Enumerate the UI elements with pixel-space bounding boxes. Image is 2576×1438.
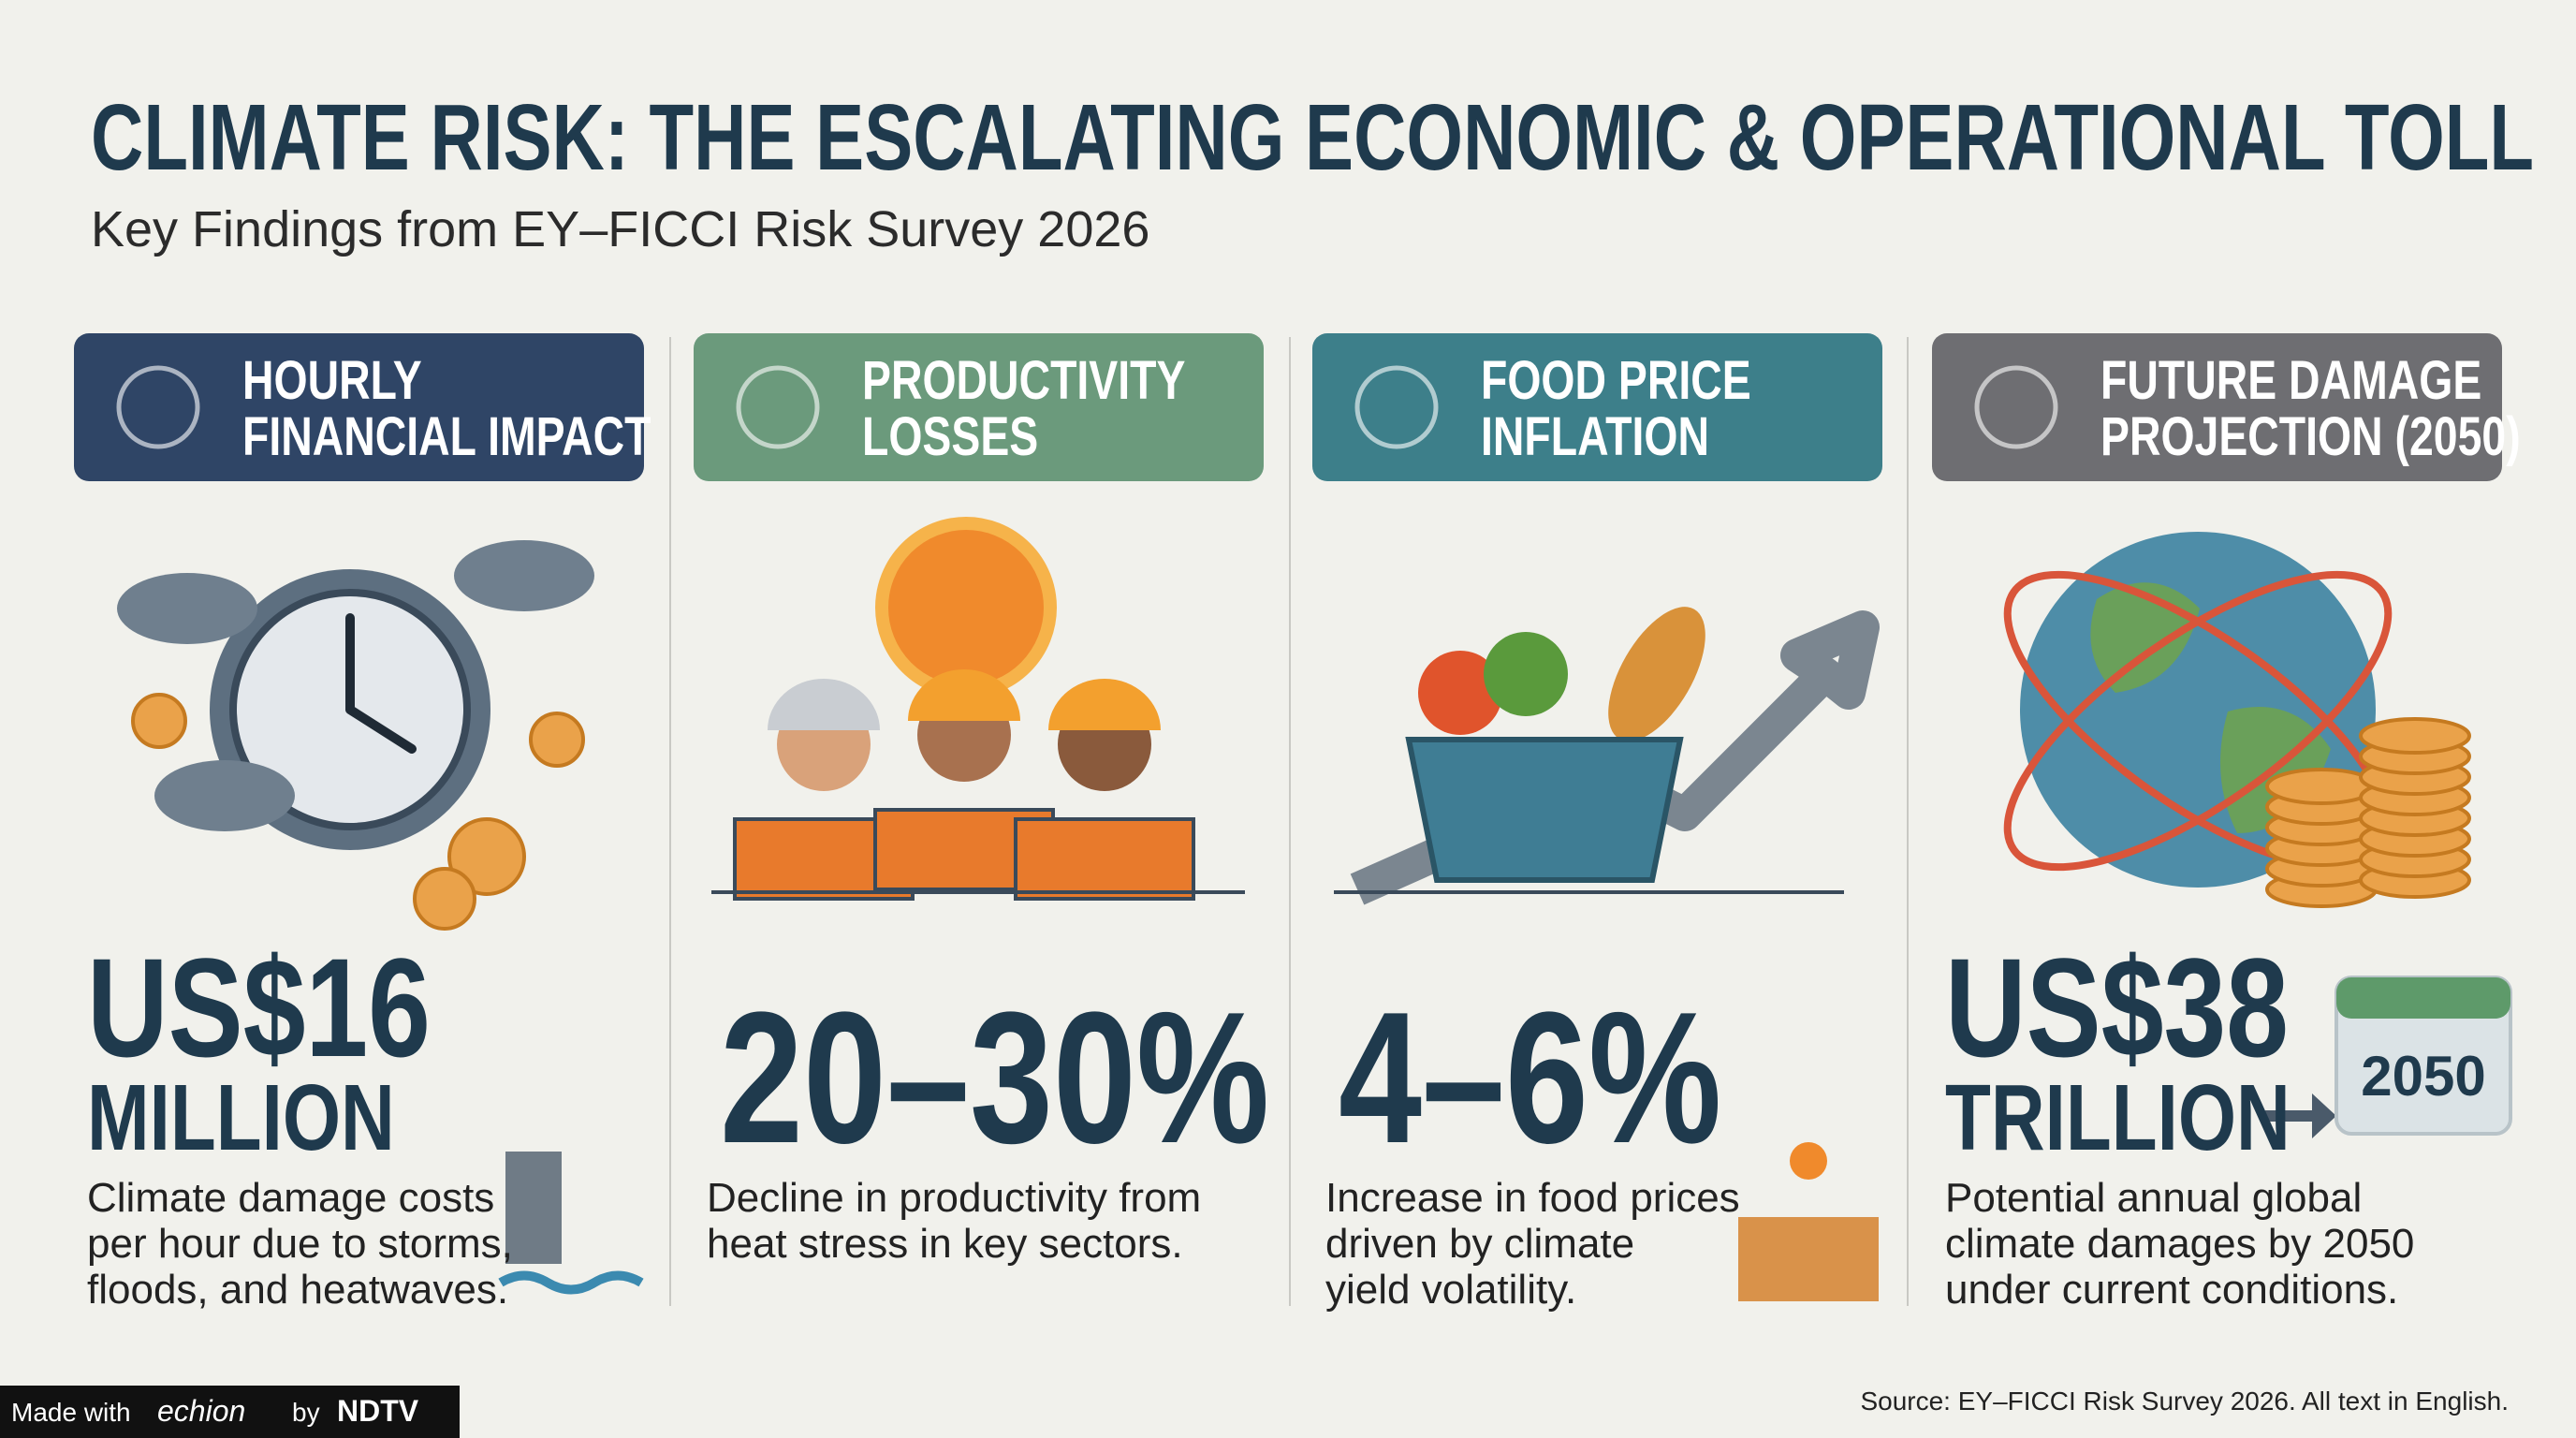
header-text: INFLATION [1481, 406, 1709, 467]
hard-hat [908, 669, 1020, 721]
description: heat stress in key sectors. [707, 1221, 1183, 1267]
stat: TRILLION [1945, 1065, 2291, 1170]
cloud [454, 540, 594, 611]
description: yield volatility. [1325, 1267, 1576, 1313]
description: Increase in food prices [1325, 1175, 1740, 1221]
clock-hands [345, 613, 417, 754]
header-text: PRODUCTIVITY [862, 350, 1185, 411]
bread [1608, 607, 1705, 741]
subtitle: Key Findings from EY–FICCI Risk Survey 2… [91, 201, 1149, 257]
header-text: FUTURE DAMAGE [2100, 350, 2481, 411]
cloud [117, 573, 257, 644]
description: Decline in productivity from [707, 1175, 1201, 1221]
badge-brand: echion [157, 1394, 245, 1428]
sun [875, 517, 1057, 698]
veg [1418, 651, 1502, 735]
description: floods, and heatwaves. [87, 1267, 508, 1313]
badge [0, 1386, 460, 1438]
hard-hat [1048, 679, 1161, 730]
description: climate damages by 2050 [1945, 1221, 2414, 1267]
header-text: HOURLY [242, 350, 422, 411]
orbit [2003, 570, 2393, 872]
coin [529, 712, 585, 768]
field [1738, 1217, 1879, 1301]
header-icon [1974, 365, 2058, 449]
header-text: LOSSES [862, 406, 1038, 467]
header-icon [736, 365, 820, 449]
column-header [1932, 333, 2502, 481]
title: CLIMATE RISK: THE ESCALATING ECONOMIC & … [91, 85, 2534, 190]
header-text: FINANCIAL IMPACT [242, 406, 651, 467]
description: under current conditions. [1945, 1267, 2398, 1313]
coin-stack [2359, 717, 2471, 755]
description: Climate damage costs [87, 1175, 494, 1221]
stat: 20–30% [720, 974, 1269, 1182]
column-header [74, 333, 644, 481]
coin [413, 867, 476, 931]
source: Source: EY–FICCI Risk Survey 2026. All t… [1860, 1387, 2509, 1416]
stat: 4–6% [1339, 974, 1721, 1182]
building [505, 1152, 562, 1264]
stat: US$16 [87, 929, 431, 1086]
dividers [669, 337, 1909, 1306]
water [498, 1270, 644, 1295]
column-header [1312, 333, 1882, 481]
hard-hat [768, 679, 880, 730]
stat: MILLION [87, 1065, 395, 1170]
coin [131, 693, 187, 749]
header-text: PROJECTION (2050) [2100, 406, 2521, 467]
small-sun [1790, 1142, 1827, 1180]
worker-vest [1014, 817, 1195, 901]
arrow-right [2265, 1093, 2336, 1138]
header-text: FOOD PRICE [1481, 350, 1751, 411]
coin [447, 817, 526, 896]
stat: US$38 [1945, 929, 2289, 1086]
calendar-top [2336, 977, 2510, 1019]
description: Potential annual global [1945, 1175, 2362, 1221]
column-header [694, 333, 1264, 481]
badge-brand: NDTV [337, 1394, 419, 1428]
header-icon [1354, 365, 1439, 449]
header-icon [116, 365, 200, 449]
cloud [154, 760, 295, 831]
badge-text: Made with [11, 1398, 131, 1427]
basket [1405, 737, 1684, 883]
description: per hour due to storms, [87, 1221, 513, 1267]
description: driven by climate [1325, 1221, 1634, 1267]
calendar-year: 2050 [2361, 1045, 2485, 1108]
veg [1484, 632, 1568, 716]
badge-text: by [292, 1398, 320, 1427]
